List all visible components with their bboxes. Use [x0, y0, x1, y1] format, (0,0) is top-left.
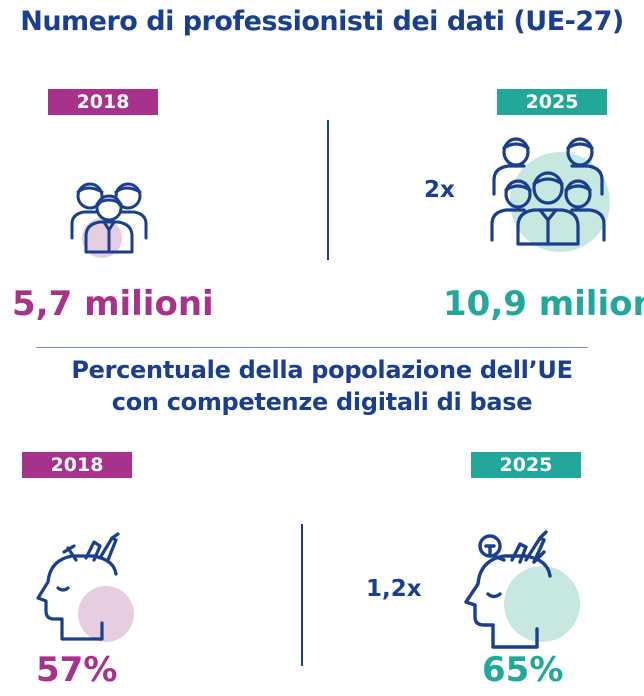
head-tools-bulb-icon: [464, 530, 580, 649]
section2-title-line2: con competenze digitali di base: [111, 388, 533, 416]
people-group-icon: [70, 182, 148, 258]
section2-divider: [301, 524, 303, 666]
section1-value-2018: 5,7 milioni: [12, 284, 214, 324]
people-group-large-icon: [490, 137, 610, 252]
section2-year-2025-badge: 2025: [471, 452, 581, 478]
section1-multiplier: 2x: [424, 177, 455, 203]
section2-value-2025: 65%: [482, 650, 564, 690]
section1-year-2025-badge: 2025: [497, 89, 607, 115]
section2-title-line1: Percentuale della popolazione dell’UE: [71, 356, 573, 384]
section2-multiplier: 1,2x: [366, 576, 422, 602]
section-separator: [36, 347, 588, 348]
section1-title: Numero di professionisti dei dati (UE-27…: [20, 6, 624, 37]
section2-value-2018: 57%: [36, 650, 118, 690]
section1-value-2025: 10,9 milioni: [443, 284, 644, 324]
section1-year-2018-badge: 2018: [48, 89, 158, 115]
section1-divider: [327, 120, 329, 260]
section2-year-2018-badge: 2018: [22, 452, 132, 478]
head-tools-icon: [36, 532, 134, 642]
